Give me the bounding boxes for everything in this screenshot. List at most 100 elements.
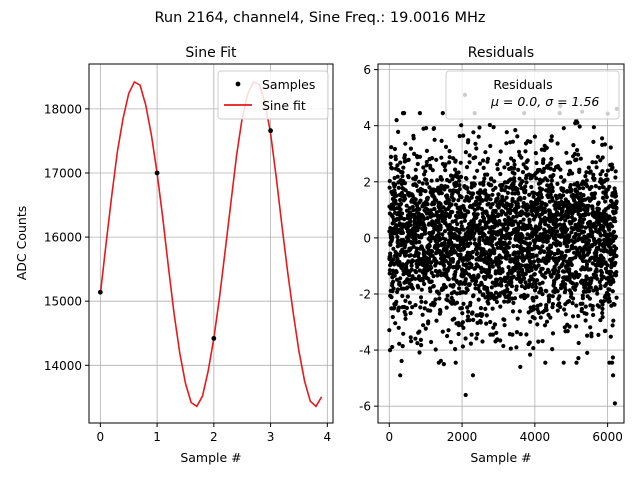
residual-point: [540, 244, 545, 249]
residual-point: [471, 317, 476, 322]
residual-point: [446, 198, 451, 203]
residual-point: [578, 207, 583, 213]
residual-point: [591, 125, 597, 130]
residual-point: [406, 157, 411, 162]
residual-point: [597, 238, 603, 243]
residual-point: [488, 205, 493, 210]
residual-point: [537, 214, 542, 219]
residual-point: [590, 304, 595, 309]
residual-point: [485, 172, 490, 177]
residual-point: [552, 267, 558, 272]
residuals-title: Residuals: [468, 45, 534, 61]
residual-point: [577, 124, 582, 129]
legend-samples-label: Samples: [262, 77, 315, 92]
residual-point: [612, 302, 617, 307]
residual-point: [469, 332, 474, 337]
residual-point: [395, 287, 400, 292]
residual-point: [481, 216, 487, 221]
residual-point: [529, 175, 534, 180]
residual-point: [518, 197, 523, 202]
residual-point: [542, 166, 547, 171]
residual-point: [563, 218, 568, 223]
residual-point: [435, 244, 440, 249]
residual-point: [502, 317, 507, 322]
residual-point: [453, 347, 458, 352]
residual-point: [569, 262, 574, 268]
residual-point: [586, 165, 591, 170]
residual-point: [588, 169, 593, 174]
residual-point: [443, 254, 448, 259]
residual-point: [403, 316, 408, 321]
residual-point: [438, 309, 443, 315]
residual-point: [526, 212, 531, 217]
residual-point: [583, 304, 588, 309]
residual-point: [588, 267, 593, 272]
residual-point: [410, 305, 415, 310]
residual-point: [577, 272, 582, 278]
residual-point: [476, 274, 481, 279]
residual-point: [585, 350, 590, 355]
residual-point: [422, 231, 428, 236]
residual-point: [544, 229, 549, 234]
residual-point: [558, 242, 563, 248]
residual-point: [418, 198, 423, 203]
y-tick-label: 17000: [44, 166, 82, 180]
residual-point: [440, 232, 445, 237]
residual-point: [429, 265, 434, 270]
residual-point: [495, 167, 500, 172]
residual-point: [412, 151, 417, 156]
residual-point: [486, 301, 491, 306]
residual-point: [440, 111, 445, 116]
residual-point: [389, 166, 395, 171]
residual-point: [510, 139, 515, 144]
residual-point: [426, 256, 432, 261]
residual-point: [578, 156, 583, 161]
residual-point: [404, 305, 409, 311]
residual-point: [572, 151, 577, 157]
residual-point: [589, 278, 594, 283]
residual-point: [442, 242, 447, 247]
residual-point: [542, 249, 547, 254]
residual-point: [494, 299, 499, 305]
residual-point: [614, 253, 619, 259]
residual-point: [537, 198, 542, 203]
residual-point: [413, 197, 418, 202]
residual-point: [443, 162, 448, 167]
residual-point: [483, 150, 488, 155]
residual-point: [543, 221, 548, 227]
sample-point: [211, 335, 217, 341]
residual-point: [567, 324, 572, 329]
residual-point: [478, 306, 483, 311]
residual-point: [598, 318, 603, 323]
residual-point: [549, 138, 554, 143]
residual-point: [400, 230, 405, 235]
residual-point: [550, 189, 555, 194]
residual-point: [534, 253, 539, 258]
residual-point: [584, 170, 589, 175]
residual-point: [424, 163, 429, 168]
residual-point: [432, 137, 437, 142]
residual-point: [547, 297, 552, 302]
residual-point: [398, 160, 403, 165]
residual-point: [591, 288, 596, 293]
residual-point: [562, 307, 567, 312]
residual-point: [581, 202, 586, 208]
residual-point: [586, 212, 591, 217]
residual-point: [472, 175, 477, 180]
residuals-ticks: 0 2000 4000 6000 -6 -4 -2 0 2 4 6: [359, 63, 623, 444]
residual-point: [564, 150, 569, 155]
residual-point: [549, 274, 554, 279]
residual-point: [404, 203, 409, 208]
residual-point: [571, 296, 576, 301]
residual-point: [600, 302, 605, 307]
residual-point: [497, 158, 502, 163]
residual-point: [416, 285, 421, 290]
residual-point: [584, 178, 589, 183]
residual-point: [611, 279, 616, 284]
residual-point: [424, 148, 429, 153]
residual-point: [416, 179, 422, 184]
residual-point: [453, 167, 458, 172]
residuals-legend-title: Residuals: [493, 77, 552, 92]
residual-point: [453, 269, 458, 275]
residual-point: [452, 316, 457, 321]
